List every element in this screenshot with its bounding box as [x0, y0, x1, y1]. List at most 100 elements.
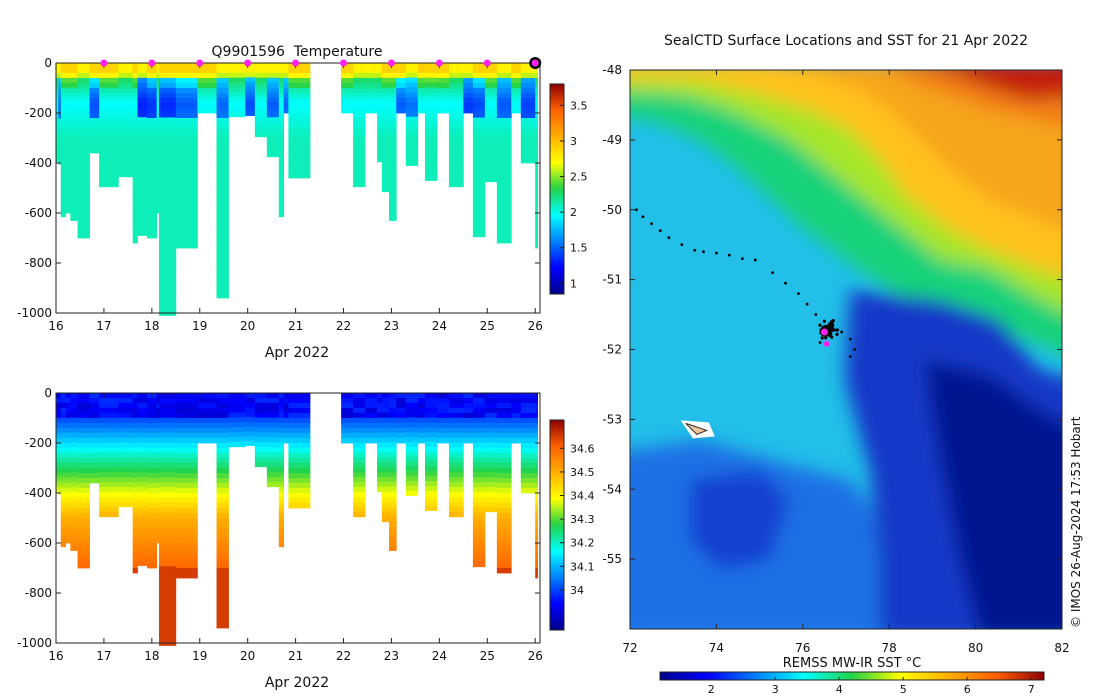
- salinity-profile-cell: [472, 512, 486, 518]
- temperature-profile-cell: [147, 108, 158, 114]
- temperature-profile: [60, 63, 66, 218]
- temperature-profile-cell: [424, 97, 438, 103]
- temperature-profile-cell: [99, 67, 119, 74]
- salinity-profile-cell: [77, 528, 90, 534]
- temperature-profile-cell: [278, 147, 285, 153]
- temperature-x-tick-label: 17: [96, 319, 111, 333]
- temperature-profile-cell: [278, 157, 285, 163]
- temperature-profile-cell: [60, 172, 66, 178]
- temperature-profile-cell: [197, 88, 217, 94]
- temperature-profile: [99, 63, 119, 188]
- temperature-profile-cell: [278, 167, 285, 173]
- salinity-profile-cell: [463, 398, 474, 404]
- salinity-profile-cell: [175, 468, 198, 474]
- temperature-profile-cell: [353, 147, 366, 153]
- temperature-profile-cell: [535, 158, 539, 164]
- temperature-profile-cell: [448, 132, 464, 138]
- temperature-profile-cell: [56, 156, 59, 163]
- temperature-profile-cell: [99, 142, 119, 148]
- salinity-profile-cell: [132, 493, 138, 499]
- salinity-profile-cell: [147, 423, 158, 429]
- temperature-profile-cell: [496, 233, 512, 239]
- temperature-profile-cell: [381, 152, 390, 158]
- temperature-profile-cell: [353, 176, 366, 183]
- temperature-profile-cell: [288, 73, 311, 79]
- salinity-profile-cell: [137, 393, 148, 399]
- salinity-profile-cell: [58, 418, 62, 424]
- salinity-profile-cell: [147, 448, 158, 454]
- temperature-profile-cell: [288, 78, 311, 84]
- temperature-profile-cell: [99, 147, 119, 153]
- salinity-profile-cell: [137, 466, 148, 473]
- salinity-profile-cell: [520, 468, 536, 474]
- temperature-profile-cell: [381, 132, 390, 138]
- temperature-profile-cell: [118, 92, 134, 99]
- salinity-profile-cell: [65, 398, 71, 404]
- salinity-profile-cell: [132, 558, 138, 564]
- temperature-profile-cell: [424, 146, 438, 152]
- salinity-profile-cell: [405, 427, 419, 433]
- salinity-profile-cell: [448, 412, 464, 419]
- kerguelen-island: [685, 422, 709, 435]
- temperature-profile-cell: [484, 102, 498, 108]
- salinity-profile-cell: [381, 492, 390, 498]
- salinity-profile-cell: [70, 397, 78, 404]
- temperature-profile-cell: [156, 193, 160, 199]
- salinity-profile-cell: [89, 428, 100, 434]
- salinity-profile-cell: [496, 508, 512, 514]
- temperature-profile-cell: [341, 98, 354, 104]
- salinity-profile-cell: [365, 413, 378, 419]
- temperature-profile-cell: [65, 158, 71, 164]
- salinity-profile-cell: [159, 600, 177, 607]
- temperature-profile-cell: [70, 112, 78, 118]
- temperature-profile-cell: [156, 118, 160, 124]
- salinity-profile-cell: [496, 428, 512, 434]
- temperature-profile-cell: [381, 97, 390, 104]
- salinity-profile-cell: [216, 458, 229, 464]
- track-point: [848, 355, 852, 358]
- salinity-profile-cell: [288, 488, 311, 494]
- temperature-profile-cell: [389, 200, 397, 207]
- salinity-profile-cell: [389, 407, 397, 414]
- temperature-profile-cell: [377, 117, 383, 123]
- temperature-profile-cell: [137, 122, 148, 128]
- salinity-profile-cell: [137, 540, 148, 547]
- temperature-profile-cell: [89, 73, 100, 79]
- salinity-profile-cell: [353, 492, 366, 498]
- salinity-profile-cell: [77, 518, 90, 524]
- salinity-profile-cell: [389, 456, 397, 463]
- salinity-colorbar-tick-label: 34.1: [570, 560, 595, 573]
- temperature-profile-cell: [77, 163, 90, 169]
- temperature-profile-cell: [118, 156, 134, 163]
- temperature-profile-cell: [77, 218, 90, 224]
- temperature-profile-cell: [448, 147, 464, 153]
- salinity-profile-cell: [216, 618, 229, 624]
- salinity-profile-cell: [278, 497, 285, 503]
- salinity-profile-cell: [496, 483, 512, 489]
- map-x-tick-label: 72: [622, 641, 637, 655]
- temperature-profile-cell: [60, 162, 66, 168]
- temperature-profile-cell: [472, 197, 486, 203]
- temperature-profile-cell: [60, 206, 66, 213]
- temperature-profile-cell: [56, 107, 59, 113]
- temperature-profile-cell: [448, 176, 464, 183]
- temperature-profile-cell: [159, 251, 177, 257]
- temperature-profile-cell: [472, 162, 486, 168]
- temperature-profile-cell: [58, 68, 62, 74]
- salinity-profile-cell: [389, 397, 397, 404]
- temperature-profile-cell: [535, 83, 539, 89]
- salinity-profile-cell: [278, 507, 285, 513]
- salinity-profile-cell: [484, 422, 498, 429]
- sst-map-panel: SealCTD Surface Locations and SST for 21…: [602, 33, 1083, 696]
- temperature-profile-cell: [266, 87, 280, 94]
- temperature-profile: [288, 63, 311, 179]
- temperature-profile-cell: [405, 92, 419, 98]
- salinity-profile: [266, 393, 280, 488]
- salinity-profile-cell: [254, 437, 268, 443]
- temperature-profile: [65, 63, 71, 214]
- temperature-profile-cell: [216, 163, 229, 169]
- salinity-profile-cell: [288, 423, 311, 429]
- temperature-profile-cell: [99, 166, 119, 173]
- temperature-profile-cell: [396, 88, 407, 94]
- temperature-profile-cell: [99, 127, 119, 133]
